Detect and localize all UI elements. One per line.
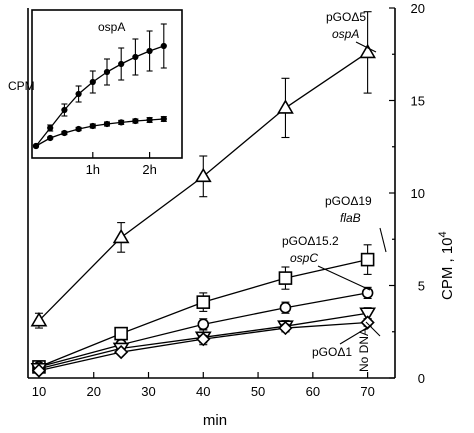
series-labels: pGOΔ5 ospA pGOΔ19 flaB pGOΔ15.2 ospC pGO… [282,10,387,372]
inset-data-point [61,106,68,114]
main-ticks: 10 20 30 40 50 60 70 0 5 10 15 20 [32,1,425,399]
inset-data-point [75,90,82,98]
x-tick-label: 70 [360,384,374,399]
inset-data-point [160,42,167,50]
label-pgo5-line2: ospA [332,27,359,41]
data-point-triangle [112,228,130,244]
inset-chart: 1h 2h ospA CPM [8,9,183,177]
label-pgo5-line1: pGOΔ5 [326,10,366,24]
series-triangle [30,11,377,329]
inset-data-point [132,117,139,125]
data-point-triangle-down [359,307,377,322]
y-tick-label: 15 [411,94,425,109]
x-tick-label: 20 [86,384,100,399]
data-point-diamond [360,315,375,330]
data-point-square [360,252,375,267]
data-point-triangle [30,312,48,327]
inset-data-point [132,53,139,61]
right-y-axis-label: CPM , 104 [437,231,456,300]
data-point-circle [197,318,210,331]
data-point-diamond [31,363,47,378]
label-pgo1: pGOΔ1 [312,345,352,359]
right-y-axis-label-exponent: 4 [437,231,449,237]
inset-x-tick-label: 2h [142,162,156,177]
inset-series-1 [32,115,167,150]
inset-data-point [146,47,153,55]
x-tick-label: 50 [251,384,265,399]
inset-data-point [75,125,82,133]
leader-pgo5 [355,41,377,53]
inset-series-line [35,118,164,147]
data-point-diamond [278,320,293,336]
data-point-triangle [194,167,212,183]
leader-nodna [365,321,381,337]
inset-data-point [47,124,54,132]
inset-data-point [118,60,125,68]
x-axis-label: min [203,412,227,429]
y-tick-label: 20 [411,1,425,16]
label-pgo152-line2: ospC [290,251,318,265]
data-point-diamond [113,344,129,360]
data-point-triangle [359,43,377,59]
inset-data-point [103,68,111,76]
leader-pgo19 [379,227,387,253]
label-pgo19-line2: flaB [340,211,361,225]
leader-pgo1 [339,325,371,345]
x-tick-label: 10 [32,384,46,399]
inset-x-tick-label: 1h [86,162,100,177]
inset-data-point [118,119,125,126]
series-diamond [31,315,375,378]
inset-data-point [160,115,167,123]
y-tick-label: 0 [418,371,425,386]
inset-data-point [47,134,54,142]
y-tick-label: 5 [418,279,425,294]
inset-series-line [35,45,165,147]
y-tick-label: 10 [411,186,425,201]
inset-y-label: CPM [8,79,35,93]
x-tick-label: 60 [306,384,320,399]
inset-data-point [89,122,96,130]
main-series [30,11,377,378]
label-pgo19-line1: pGOΔ19 [325,194,372,208]
data-point-circle [361,287,374,299]
data-point-square [278,271,293,285]
inset-data-point [32,142,40,150]
data-point-circle [279,301,292,314]
data-point-diamond [196,332,211,347]
inset-data-point [146,116,153,124]
data-point-square [114,326,128,341]
label-pgo152-line1: pGOΔ15.2 [282,234,339,248]
inset-data-point [89,78,96,86]
inset-data-point [103,120,111,128]
data-point-square [196,295,211,309]
inset-ticks: 1h 2h [86,152,157,177]
data-point-triangle [277,99,294,114]
inset-title: ospA [98,20,125,34]
inset-data-point [61,129,68,137]
label-nodna: No DNA [357,328,371,372]
inset-series [32,23,167,150]
x-tick-label: 30 [141,384,155,399]
x-tick-label: 40 [196,384,210,399]
leader-pgo152 [317,265,371,291]
